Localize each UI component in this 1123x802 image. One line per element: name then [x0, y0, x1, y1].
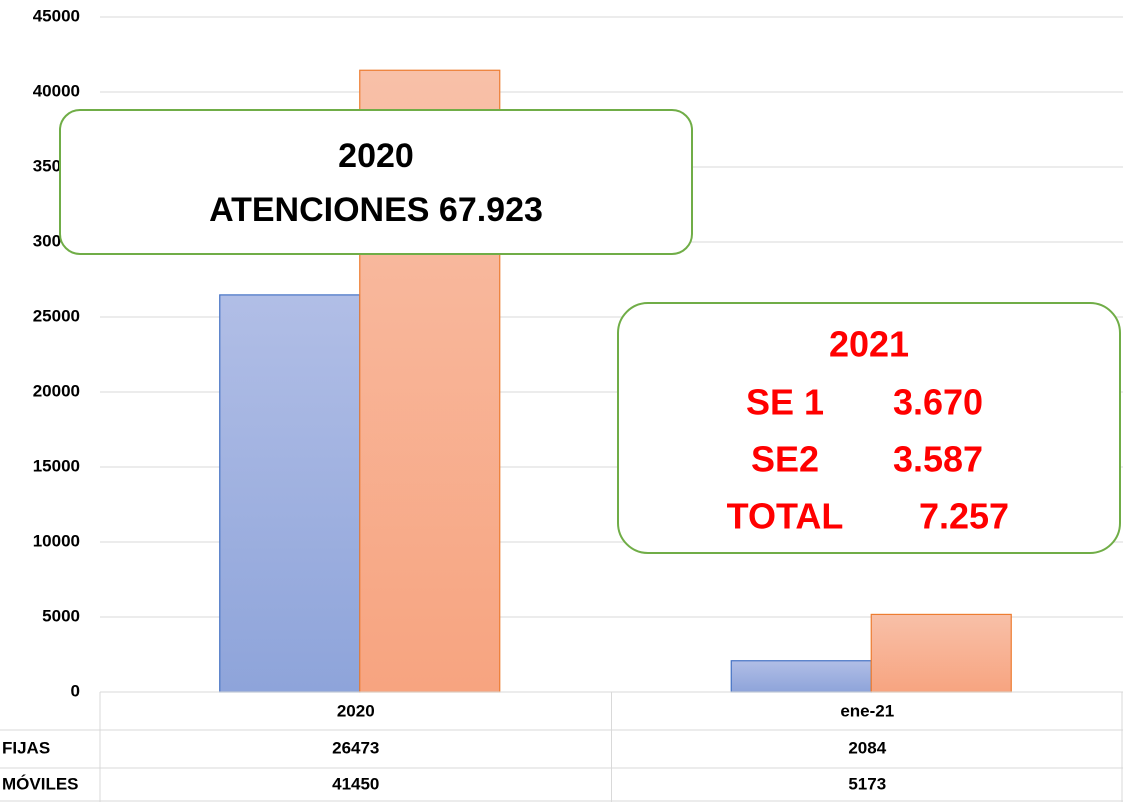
y-tick-label: 20000	[33, 381, 80, 400]
x-tick-label: 2020	[337, 701, 375, 720]
annotation-value: 7.257	[919, 496, 1009, 537]
table-value: 2084	[848, 738, 886, 757]
bar	[870, 613, 1012, 693]
table-value: 26473	[332, 738, 379, 757]
annotation-title: 2021	[829, 324, 909, 365]
legend-label: MÓVILES	[2, 774, 79, 793]
y-tick-label: 0	[71, 681, 80, 700]
x-tick-label: ene-21	[840, 701, 894, 720]
y-tick-label: 15000	[33, 456, 80, 475]
legend-label: FIJAS	[2, 738, 50, 757]
y-tick-label: 10000	[33, 531, 80, 550]
annotation-title: 2020	[338, 137, 414, 175]
annotation-value: 3.670	[893, 382, 983, 423]
y-tick-label: 45000	[33, 6, 80, 25]
annotation-value: 3.587	[893, 439, 983, 480]
y-tick-label: 25000	[33, 306, 80, 325]
y-tick-label: 5000	[42, 606, 80, 625]
annotation-label: SE2	[751, 439, 819, 480]
bar	[730, 660, 872, 693]
bar	[219, 294, 361, 693]
annotation-label: TOTAL	[727, 496, 844, 537]
annotation-box	[59, 109, 693, 255]
y-tick-label: 40000	[33, 81, 80, 100]
annotation-label: SE 1	[746, 382, 824, 423]
annotation-box	[617, 302, 1121, 554]
table-value: 5173	[848, 774, 886, 793]
annotation-text: ATENCIONES 67.923	[209, 191, 543, 229]
table-value: 41450	[332, 774, 379, 793]
